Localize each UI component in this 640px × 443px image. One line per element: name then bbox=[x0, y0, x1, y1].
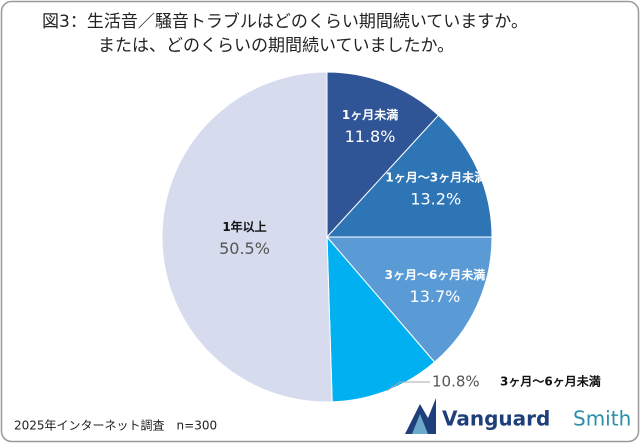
logo-text: Smith bbox=[573, 407, 631, 431]
slice-label: 1年以上 bbox=[222, 219, 266, 234]
logo-icon bbox=[412, 414, 428, 434]
value-label: 10.8% bbox=[432, 373, 480, 391]
logo-text: Vanguard bbox=[442, 407, 550, 431]
slice-label: 1ヶ月未満 bbox=[342, 107, 398, 122]
chart-title: 図3：生活音／騒音トラブルはどのくらい期間続いていますか。 bbox=[42, 11, 528, 32]
pie-slice bbox=[326, 71, 440, 239]
slice-label: 1ヶ月～3ヶ月未満 bbox=[385, 170, 486, 185]
pie-slice bbox=[161, 71, 333, 403]
logo: Vanguard Smith bbox=[405, 398, 631, 434]
footnote: 2025年インターネット調査 n=300 bbox=[14, 419, 217, 433]
chart-title: または、どのくらいの期間続いていましたか。 bbox=[98, 36, 454, 56]
value-label: 13.7% bbox=[410, 287, 461, 306]
leader-line bbox=[386, 381, 430, 392]
pie-slice bbox=[325, 114, 493, 238]
value-label: 50.5% bbox=[219, 239, 270, 258]
pie-slice bbox=[325, 236, 493, 363]
value-label: 13.2% bbox=[410, 190, 461, 209]
slice-label: 3ヶ月～6ヶ月未満 bbox=[385, 267, 486, 282]
pie: 1ヶ月未満 11.8% 1ヶ月～3ヶ月未満 13.2% 3ヶ月～6ヶ月未満 13.7% 10… bbox=[161, 71, 601, 403]
value-label: 11.8% bbox=[345, 127, 396, 146]
slice-label: 3ヶ月～6ヶ月未満 bbox=[500, 374, 601, 389]
